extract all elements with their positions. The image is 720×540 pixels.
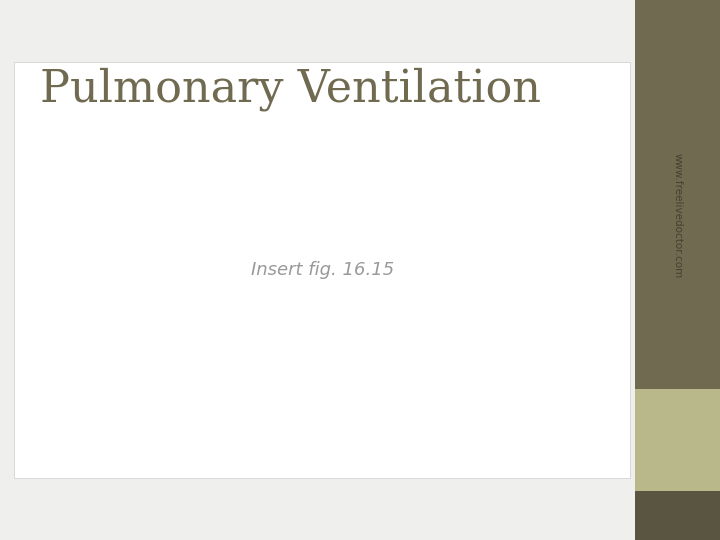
Bar: [635, 491, 720, 540]
Text: Pulmonary Ventilation: Pulmonary Ventilation: [40, 68, 541, 111]
Bar: [14, 62, 630, 478]
Text: Insert fig. 16.15: Insert fig. 16.15: [251, 261, 394, 279]
Bar: [635, 0, 720, 389]
Bar: [635, 389, 720, 491]
Text: www.freelivedoctor.com: www.freelivedoctor.com: [672, 153, 683, 279]
